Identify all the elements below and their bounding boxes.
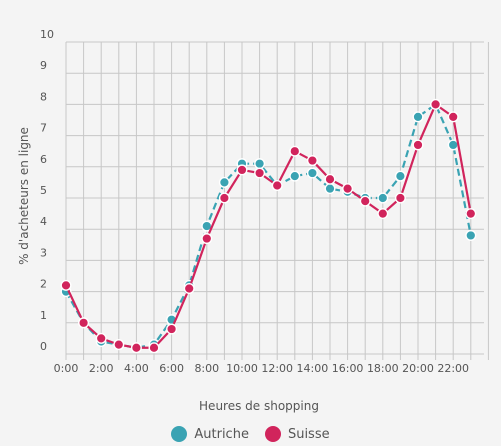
series-line-autriche	[65, 103, 472, 349]
y-tick-label: 7	[40, 122, 47, 135]
legend-label-autriche: Autriche	[194, 426, 249, 442]
data-point-suisse[interactable]	[218, 192, 230, 204]
x-tick-label: 18:00	[367, 362, 399, 375]
x-axis-label: Heures de shopping	[199, 399, 319, 413]
data-point-suisse[interactable]	[183, 282, 195, 294]
y-tick-label: 9	[40, 59, 47, 72]
data-point-suisse[interactable]	[254, 167, 266, 179]
legend-swatch-suisse	[264, 426, 281, 442]
data-point-suisse[interactable]	[113, 339, 125, 351]
data-point-suisse[interactable]	[201, 233, 213, 245]
data-point-suisse[interactable]	[78, 317, 90, 329]
x-axis-ticks: 0:00 2:00 4:00 6:00 8:00 10:00 12:00 14:00 16:00…	[54, 362, 469, 375]
data-point-suisse[interactable]	[412, 139, 424, 151]
y-tick-label: 2	[40, 278, 47, 291]
data-point-suisse[interactable]	[60, 279, 72, 291]
x-tick-label: 10:00	[226, 362, 258, 375]
data-point-suisse[interactable]	[289, 145, 301, 157]
x-tick-label: 2:00	[89, 362, 114, 375]
legend-label-suisse: Suisse	[287, 426, 330, 442]
grid-lines	[65, 41, 489, 360]
data-point-autriche[interactable]	[394, 170, 406, 182]
data-point-suisse[interactable]	[271, 180, 283, 192]
data-point-suisse[interactable]	[236, 164, 248, 176]
x-tick-label: 0:00	[54, 362, 79, 375]
x-tick-label: 12:00	[261, 362, 293, 375]
data-point-autriche[interactable]	[324, 183, 336, 195]
x-tick-label: 20:00	[402, 362, 434, 375]
x-tick-label: 22:00	[437, 362, 469, 375]
legend-item-suisse[interactable]: Suisse	[264, 426, 330, 442]
data-point-suisse[interactable]	[430, 98, 442, 110]
data-point-autriche[interactable]	[254, 158, 266, 170]
data-point-suisse[interactable]	[166, 323, 178, 335]
legend-item-autriche[interactable]: Autriche	[171, 426, 249, 442]
legend: Autriche Suisse	[0, 426, 501, 442]
data-point-suisse[interactable]	[306, 155, 318, 167]
data-point-suisse[interactable]	[342, 183, 354, 195]
data-point-suisse[interactable]	[465, 208, 477, 220]
data-point-autriche[interactable]	[465, 229, 477, 241]
data-point-suisse[interactable]	[130, 342, 142, 354]
y-tick-label: 3	[40, 246, 47, 259]
legend-swatch-autriche	[171, 426, 188, 442]
data-point-autriche[interactable]	[218, 176, 230, 188]
data-point-suisse[interactable]	[377, 208, 389, 220]
data-point-suisse[interactable]	[447, 111, 459, 123]
x-tick-label: 8:00	[194, 362, 219, 375]
y-tick-label: 6	[40, 153, 47, 166]
series-lines	[60, 98, 477, 354]
x-tick-label: 6:00	[159, 362, 184, 375]
data-point-suisse[interactable]	[324, 173, 336, 185]
data-point-suisse[interactable]	[95, 332, 107, 344]
data-point-suisse[interactable]	[359, 195, 371, 207]
y-tick-label: 10	[40, 28, 54, 41]
x-tick-label: 4:00	[124, 362, 149, 375]
y-tick-label: 8	[40, 90, 47, 103]
x-tick-label: 14:00	[297, 362, 329, 375]
data-point-suisse[interactable]	[394, 192, 406, 204]
y-tick-label: 5	[40, 184, 47, 197]
x-tick-label: 16:00	[332, 362, 364, 375]
y-axis-ticks: 0 1 2 3 4 5 6 7 8 9 10	[40, 28, 54, 353]
data-point-autriche[interactable]	[306, 167, 318, 179]
y-tick-label: 0	[40, 340, 47, 353]
data-point-autriche[interactable]	[447, 139, 459, 151]
data-point-autriche[interactable]	[289, 170, 301, 182]
data-point-autriche[interactable]	[412, 111, 424, 123]
data-point-suisse[interactable]	[148, 342, 160, 354]
y-tick-label: 4	[40, 215, 47, 228]
y-tick-label: 1	[40, 309, 47, 322]
data-point-autriche[interactable]	[377, 192, 389, 204]
y-axis-label: % d'acheteurs en ligne	[17, 127, 31, 265]
